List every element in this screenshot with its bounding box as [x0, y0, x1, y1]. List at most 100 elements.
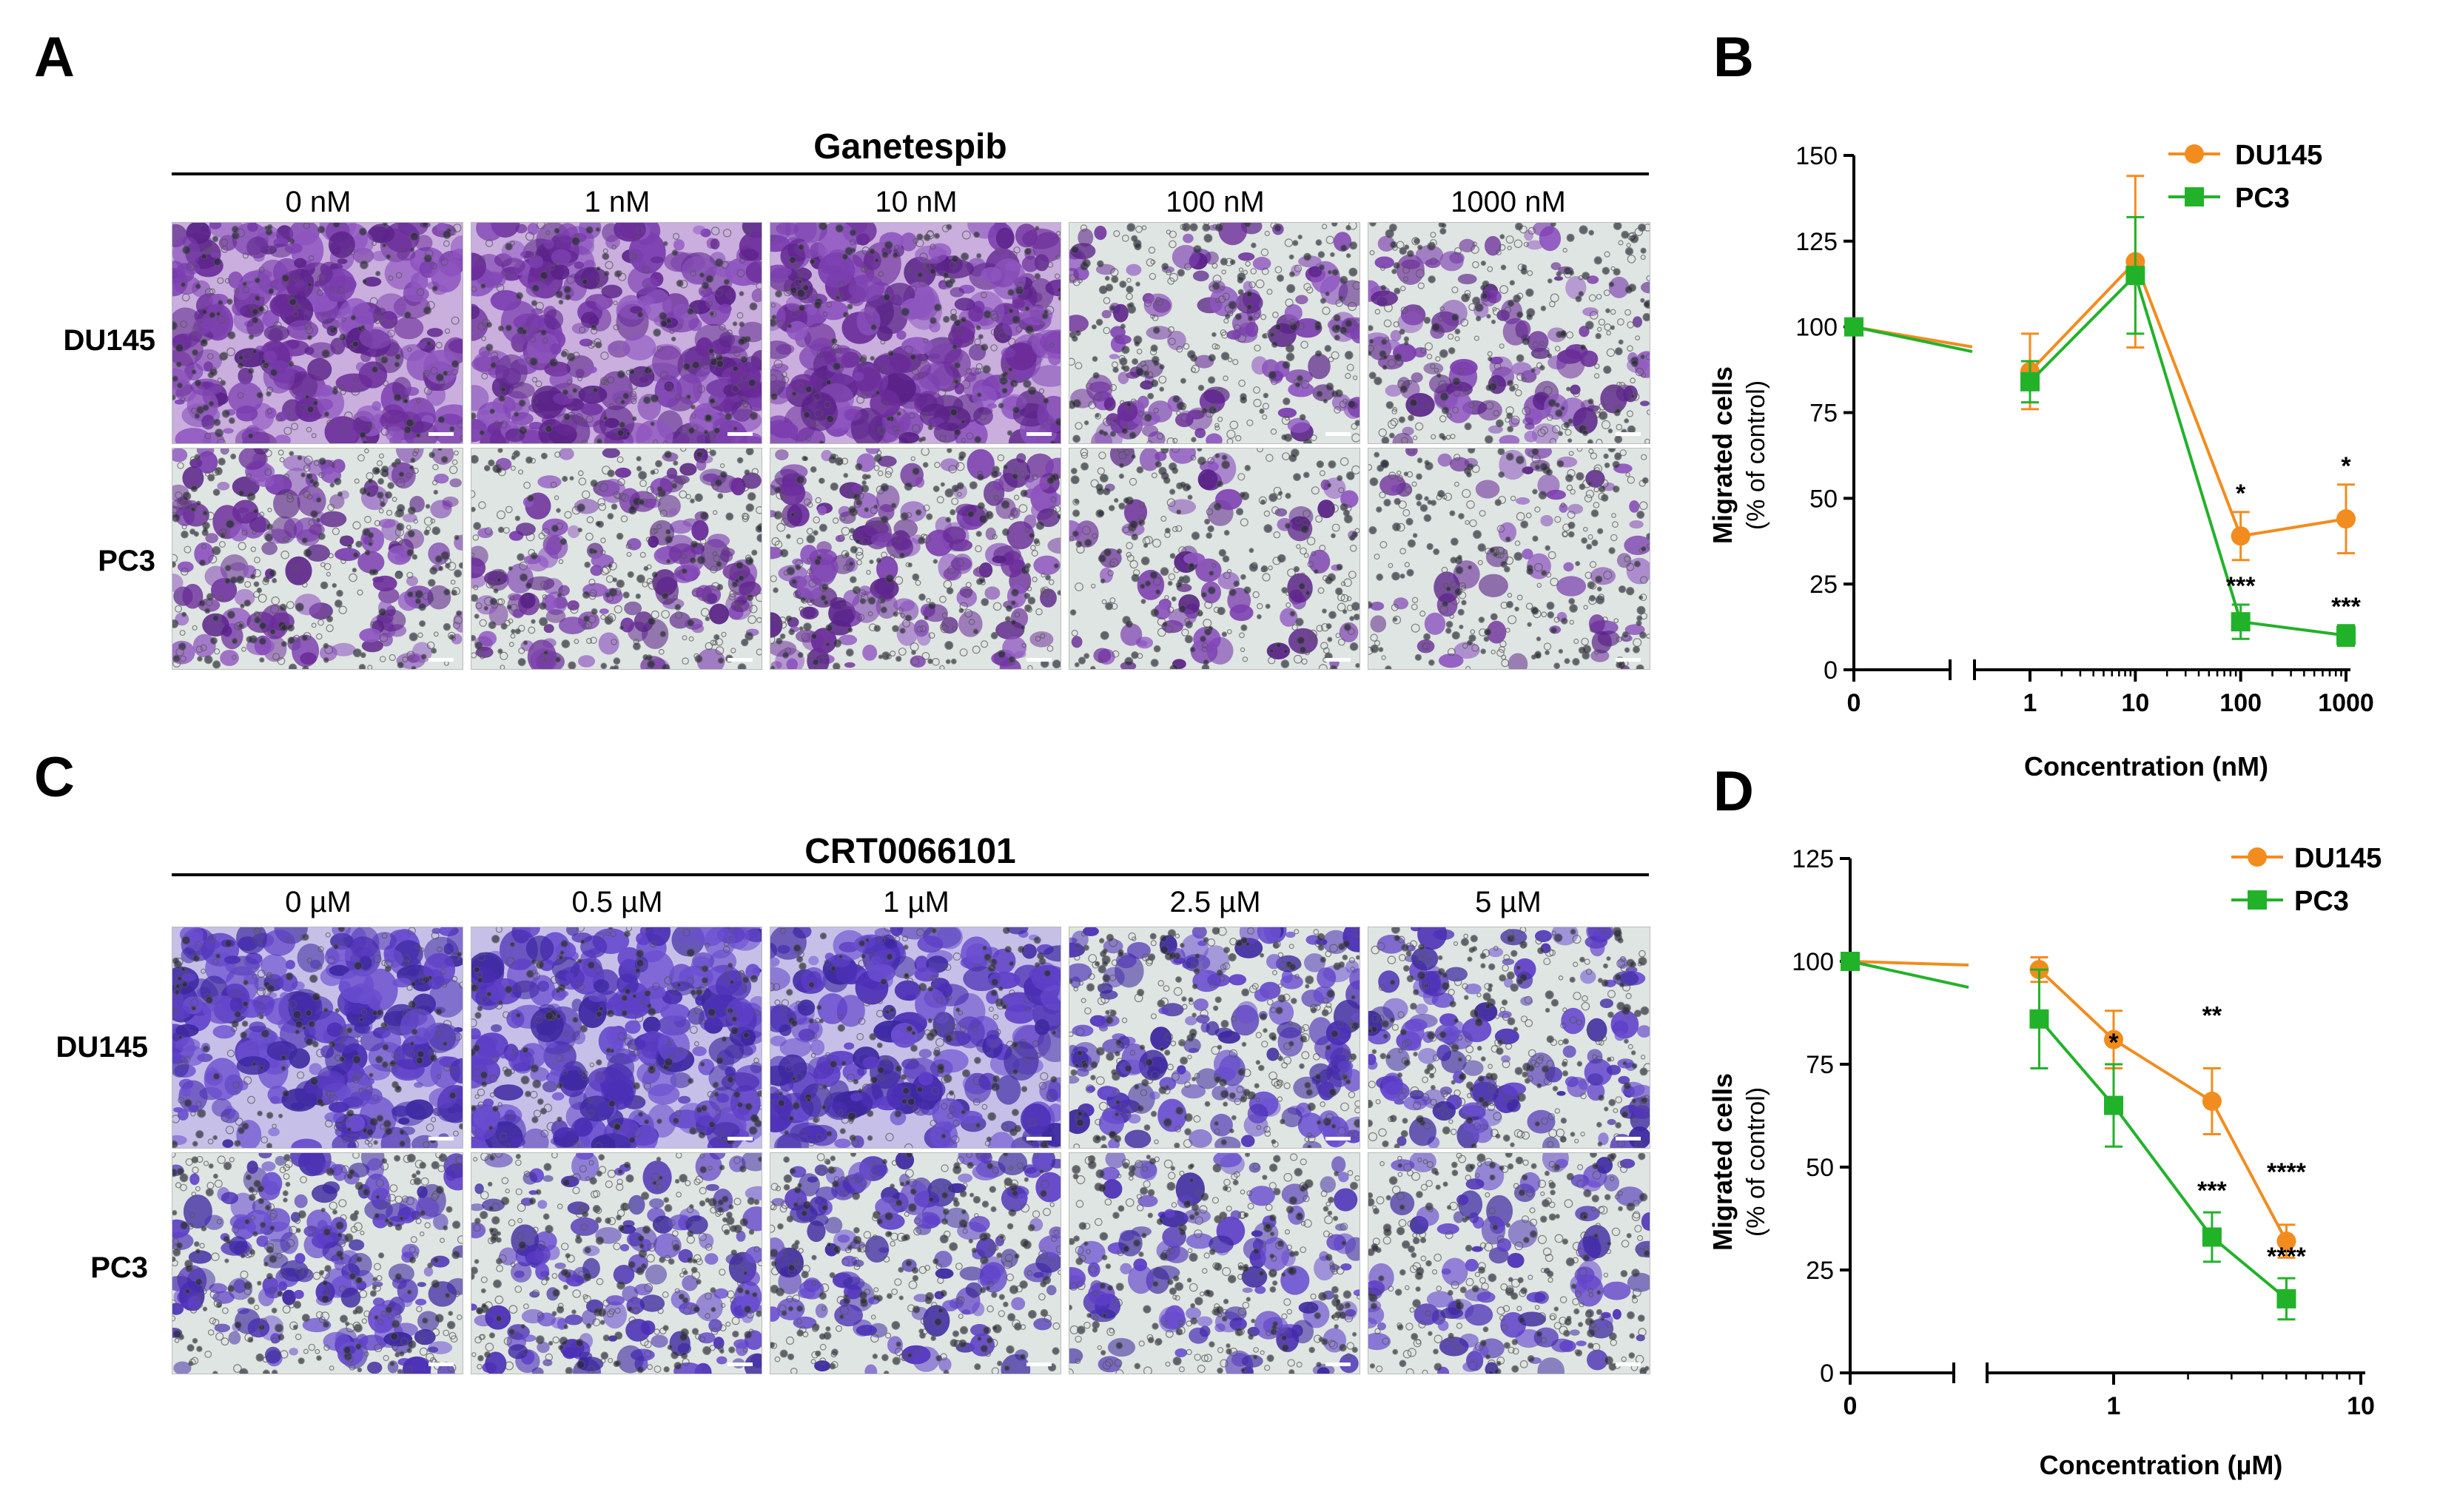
data-point-du145: [2336, 509, 2356, 529]
micrograph-tile: [172, 927, 463, 1149]
scale-bar: [1026, 432, 1052, 436]
scale-bar: [727, 432, 753, 436]
micrograph-tile: [770, 448, 1061, 670]
scale-bar: [1616, 1137, 1641, 1140]
micrograph-tile: [172, 448, 463, 670]
dose-label: 1 nM: [584, 186, 651, 218]
y-tick-label: 50: [1806, 1154, 1834, 1182]
crt-bracket-line: [172, 873, 1649, 876]
micrograph-tile: [1368, 448, 1650, 670]
data-point-du145: [2202, 1092, 2222, 1112]
data-point-du145: [2276, 1232, 2296, 1251]
y-tick-label: 0: [1820, 1360, 1834, 1388]
legend-marker: [2248, 847, 2267, 867]
data-point-pc3: [2104, 1095, 2123, 1115]
scale-bar: [1325, 1363, 1351, 1366]
y-tick-label: 125: [1792, 845, 1834, 873]
legend-label-du145: DU145: [2294, 843, 2382, 874]
scale-bar: [1026, 658, 1052, 662]
data-point-pc3: [2029, 1009, 2049, 1029]
dose-label: 0 µM: [285, 886, 352, 918]
data-point-pc3: [2276, 1288, 2296, 1308]
micrograph-tile: [1069, 222, 1360, 444]
significance-label: *: [2341, 452, 2351, 480]
significance-label: ***: [2331, 593, 2361, 621]
y-tick-label: 150: [1795, 142, 1838, 170]
y-tick-label: 100: [1795, 314, 1838, 342]
scale-bar: [1616, 658, 1641, 662]
micrograph-tile: [471, 1152, 762, 1374]
scale-bar: [727, 1363, 753, 1366]
scale-bar: [428, 1137, 454, 1140]
scale-bar: [1325, 658, 1351, 662]
dose-label: 1 µM: [883, 886, 950, 918]
data-point-du145: [2104, 1029, 2123, 1049]
data-point-pc3: [2336, 625, 2356, 645]
series-line-pc3: [1853, 325, 1973, 353]
dose-label: 0.5 µM: [571, 886, 663, 918]
dose-label: 5 µM: [1475, 886, 1542, 918]
significance-label: **: [2202, 1002, 2222, 1030]
panel-label-a: A: [34, 26, 75, 89]
scale-bar: [1616, 1363, 1641, 1366]
series-line-du145: [1849, 960, 1969, 967]
micrograph-tile: [1069, 448, 1360, 670]
scale-bar: [1026, 1137, 1052, 1140]
micrograph-tile: [471, 448, 762, 670]
series-line-pc3: [2029, 272, 2347, 637]
y-tick-label: 0: [1824, 656, 1838, 685]
micrograph-tile: [770, 1152, 1061, 1374]
scale-bar: [727, 658, 753, 662]
series-line-pc3: [1849, 960, 1969, 989]
significance-label: ****: [2267, 1158, 2307, 1186]
significance-label: ***: [2226, 572, 2256, 600]
series-line-du145: [2038, 968, 2288, 1243]
micrograph-tile: [172, 222, 463, 444]
micrograph-tile: [1069, 927, 1360, 1149]
legend-marker: [2185, 187, 2204, 206]
x-tick-label: 100: [2219, 689, 2262, 717]
legend-label-pc3: PC3: [2235, 183, 2290, 214]
micrograph-tile: [1368, 927, 1650, 1149]
data-point-pc3: [2202, 1227, 2222, 1247]
y-tick-label: 100: [1792, 948, 1834, 976]
y-axis-label: Migrated cells: [1707, 366, 1738, 544]
x-tick-label: 1000: [2318, 689, 2374, 717]
ganetespib-migration-chart: Migrated cells (% of control) Concentrat…: [1707, 140, 2374, 782]
y-tick-label: 75: [1806, 1051, 1834, 1079]
legend-marker: [2185, 144, 2204, 164]
significance-label: ****: [2267, 1243, 2307, 1271]
series-line-du145: [2029, 258, 2347, 538]
scale-bar: [428, 432, 454, 436]
y-tick-label: 50: [1809, 485, 1838, 513]
micrograph-tile: [471, 222, 762, 444]
scale-bar: [428, 658, 454, 662]
x-axis-label: Concentration (µM): [2040, 1450, 2283, 1480]
crt-migration-chart: Migrated cells (% of control) Concentrat…: [1707, 843, 2382, 1480]
x-tick-label: 10: [2347, 1392, 2375, 1420]
row-label-du145: DU145: [56, 1031, 148, 1064]
row-label-pc3: PC3: [90, 1251, 148, 1284]
micrograph-tile: [172, 1152, 463, 1374]
data-point-pc3: [1844, 317, 1863, 337]
scale-bar: [1026, 1363, 1052, 1366]
panel-label-c: C: [34, 746, 75, 809]
dose-label: 10 nM: [875, 186, 958, 218]
y-axis-sublabel: (% of control): [1742, 380, 1770, 530]
crt-title: CRT0066101: [804, 832, 1016, 871]
y-tick-label: 125: [1795, 228, 1838, 256]
x-tick-label: 10: [2121, 689, 2149, 717]
y-tick-label: 25: [1806, 1257, 1834, 1285]
significance-label: ***: [2197, 1177, 2227, 1205]
micrograph-tile: [770, 927, 1061, 1149]
micrograph-tile: [471, 927, 762, 1149]
significance-label: *: [2236, 480, 2246, 508]
legend-label-du145: DU145: [2235, 140, 2322, 171]
series-line-pc3: [2037, 1018, 2288, 1300]
scale-bar: [428, 1363, 454, 1366]
dose-label: 2.5 µM: [1169, 886, 1261, 918]
scale-bar: [1325, 432, 1351, 436]
row-label-du145: DU145: [63, 324, 155, 357]
row-label-pc3: PC3: [98, 545, 155, 577]
ganetespib-bracket-line: [172, 172, 1649, 175]
